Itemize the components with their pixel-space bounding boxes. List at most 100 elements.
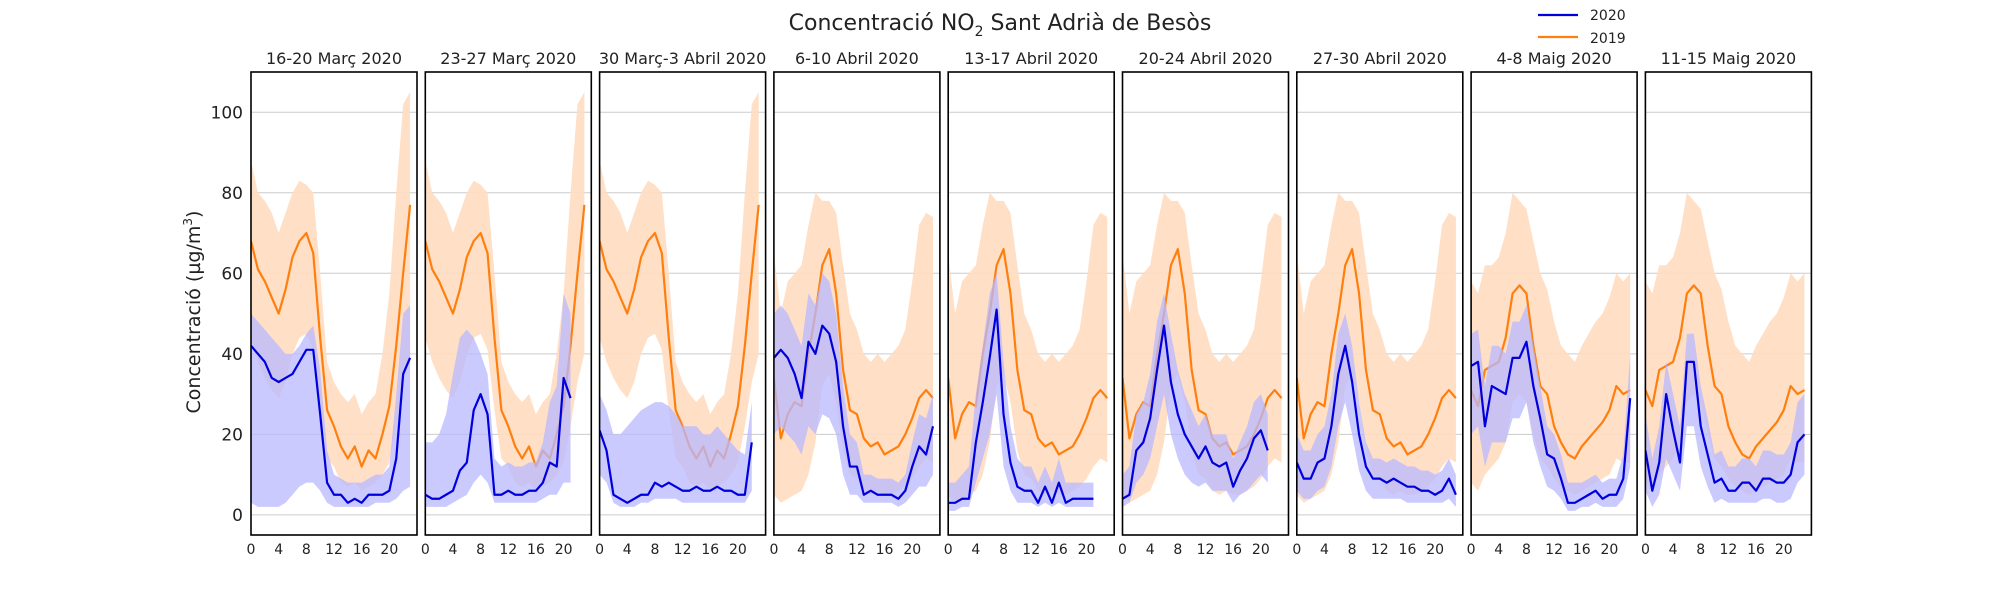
panel-title: 23-27 Març 2020 <box>440 49 576 68</box>
x-tick-label: 12 <box>325 542 343 558</box>
line-2019 <box>599 204 760 468</box>
y-axis-label: Concentració (µg/m3) <box>181 211 205 414</box>
panel-frame <box>1470 71 1638 536</box>
x-tick-label: 8 <box>650 542 659 558</box>
plot-area <box>1296 192 1457 507</box>
line-2020 <box>251 345 412 504</box>
x-tick-label: 20 <box>729 542 747 558</box>
line-2020 <box>1645 360 1806 492</box>
plot-area <box>948 192 1109 511</box>
band-2019 <box>599 92 759 491</box>
panel-frame <box>424 71 593 536</box>
y-tick-label: 100 <box>211 103 243 123</box>
x-tick-label: 4 <box>1669 542 1678 558</box>
x-tick-label: 12 <box>1197 542 1215 558</box>
x-tick-label: 0 <box>595 542 604 558</box>
x-tick-label: 20 <box>1252 542 1270 558</box>
x-tick-label: 0 <box>944 542 953 558</box>
x-tick-label: 8 <box>1696 542 1705 558</box>
x-tick-label: 20 <box>1426 542 1444 558</box>
x-tick-label: 16 <box>876 542 894 558</box>
x-tick-label: 12 <box>1022 542 1040 558</box>
line-2020 <box>948 308 1094 504</box>
plot-area <box>425 92 586 507</box>
plot-area <box>1645 192 1806 507</box>
x-tick-label: 16 <box>1399 542 1417 558</box>
panel-8: 4-8 Maig 2020 0 4 8 12 16 20 <box>1467 49 1638 558</box>
panel-2: 23-27 Març 2020 0 4 8 12 16 20 <box>421 49 593 558</box>
panel-title: 4-8 Maig 2020 <box>1496 49 1611 68</box>
panel-9: 11-15 Maig 2020 0 4 8 12 16 20 <box>1641 49 1813 558</box>
x-tick-label: 20 <box>1775 542 1793 558</box>
line-2020 <box>425 376 572 500</box>
y-tick-label: 80 <box>221 184 243 204</box>
x-tick-label: 16 <box>1573 542 1591 558</box>
x-tick-label: 12 <box>848 542 866 558</box>
x-tick-label: 0 <box>1292 542 1301 558</box>
x-tick-label: 16 <box>353 542 371 558</box>
x-tick-label: 12 <box>674 542 692 558</box>
panel-4: 6-10 Abril 2020 0 4 8 12 16 20 <box>769 49 941 558</box>
x-tick-label: 8 <box>476 542 485 558</box>
x-tick-label: 20 <box>1078 542 1096 558</box>
band-2019 <box>425 92 585 491</box>
panel-7: 27-30 Abril 2020 0 4 8 12 16 20 <box>1292 49 1464 558</box>
x-tick-label: 0 <box>247 542 256 558</box>
line-2019 <box>251 204 412 468</box>
line-2019 <box>948 248 1109 456</box>
x-tick-label: 20 <box>903 542 921 558</box>
x-tick-label: 4 <box>1494 542 1503 558</box>
band-2019 <box>1122 192 1282 503</box>
panel-title: 6-10 Abril 2020 <box>795 49 919 68</box>
line-2020 <box>773 324 935 500</box>
x-tick-label: 20 <box>380 542 398 558</box>
line-2020 <box>599 429 753 504</box>
band-2020 <box>1471 305 1631 511</box>
panel-6: 20-24 Abril 2020 0 4 8 12 16 20 <box>1118 49 1290 558</box>
panel-frame <box>1296 71 1464 536</box>
x-tick-label: 8 <box>1173 542 1182 558</box>
plot-area <box>599 92 760 507</box>
panel-1: 16-20 Març 2020 0 4 8 12 16 20 0 20 40 60 80 100 <box>211 49 418 558</box>
x-tick-label: 8 <box>1522 542 1531 558</box>
panel-5: 13-17 Abril 2020 0 4 8 12 16 20 <box>944 49 1116 558</box>
panel-frame <box>947 71 1116 536</box>
panel-title: 11-15 Maig 2020 <box>1661 49 1797 68</box>
x-tick-label: 4 <box>1146 542 1155 558</box>
plot-area <box>773 192 935 507</box>
svg-text:Concentració (µg/m3): Concentració (µg/m3) <box>181 211 205 414</box>
x-tick-label: 0 <box>1641 542 1650 558</box>
plot-area <box>1122 192 1283 507</box>
x-tick-label: 4 <box>1320 542 1329 558</box>
x-tick-label: 12 <box>1371 542 1389 558</box>
line-2020 <box>1296 344 1457 496</box>
x-tick-label: 16 <box>527 542 545 558</box>
x-tick-label: 16 <box>701 542 719 558</box>
panel-frame <box>250 71 418 536</box>
x-tick-label: 8 <box>302 542 311 558</box>
x-tick-label: 20 <box>555 542 573 558</box>
line-2020 <box>1471 340 1632 504</box>
line-2019 <box>1645 284 1806 460</box>
panel-3: 30 Març-3 Abril 2020 0 4 8 12 16 20 <box>595 49 767 558</box>
band-2020 <box>251 305 411 507</box>
panel-title: 16-20 Març 2020 <box>266 49 402 68</box>
y-tick-label: 40 <box>221 345 243 365</box>
x-tick-label: 8 <box>825 542 834 558</box>
x-tick-label: 8 <box>999 542 1008 558</box>
y-tick-label: 0 <box>232 506 243 526</box>
legend-item-2020: 2020 <box>1538 8 1626 24</box>
band-2020 <box>773 273 933 507</box>
x-tick-label: 4 <box>274 542 283 558</box>
x-tick-label: 12 <box>499 542 517 558</box>
band-2020 <box>1296 313 1456 507</box>
legend-item-2019: 2019 <box>1538 31 1626 47</box>
panel-title: 30 Març-3 Abril 2020 <box>599 49 767 68</box>
panel-title: 13-17 Abril 2020 <box>964 49 1098 68</box>
legend-label-2020: 2020 <box>1590 8 1626 24</box>
panel-frame <box>1121 71 1290 536</box>
panel-title: 20-24 Abril 2020 <box>1139 49 1273 68</box>
panel-title: 27-30 Abril 2020 <box>1313 49 1447 68</box>
